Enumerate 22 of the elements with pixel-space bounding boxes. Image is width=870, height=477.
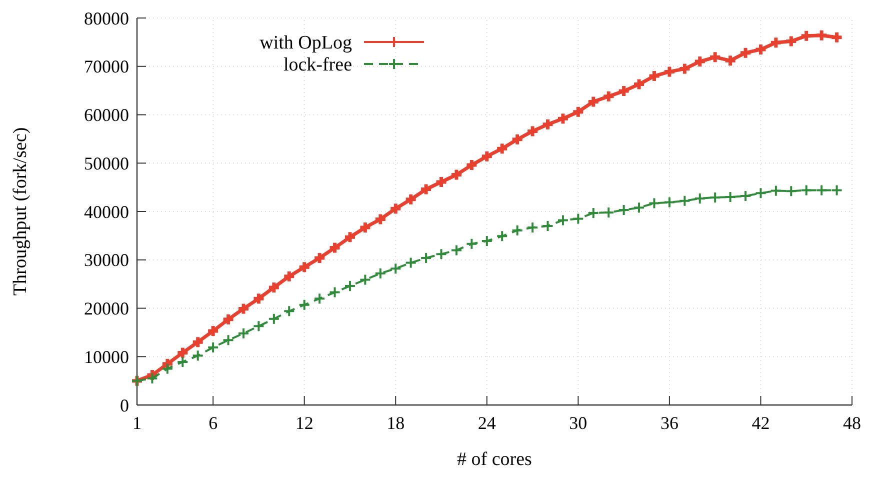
y-tick-label: 70000 <box>84 56 129 77</box>
y-tick-label: 80000 <box>84 8 129 28</box>
y-tick-label: 30000 <box>84 250 129 270</box>
y-tick-label: 20000 <box>84 298 129 319</box>
legend-label: with OpLog <box>260 32 352 54</box>
y-tick-label: 60000 <box>84 105 129 126</box>
x-tick-label: 24 <box>478 413 496 433</box>
x-tick-label: 48 <box>843 413 861 433</box>
y-tick-label: 40000 <box>84 202 129 222</box>
x-tick-label: 30 <box>569 413 588 433</box>
x-tick-label: 36 <box>660 413 678 433</box>
y-tick-label: 50000 <box>84 153 129 174</box>
x-tick-label: 1 <box>132 413 142 433</box>
x-tick-label: 18 <box>386 413 405 433</box>
y-tick-label: 0 <box>120 395 129 416</box>
x-axis-title: # of cores <box>457 449 532 470</box>
legend-label: lock-free <box>283 54 352 76</box>
y-axis-title: Throughput (fork/sec) <box>10 127 31 296</box>
x-tick-label: 42 <box>752 413 770 433</box>
y-tick-label: 10000 <box>84 346 129 367</box>
x-tick-label: 6 <box>208 413 218 433</box>
x-tick-label: 12 <box>295 413 314 433</box>
